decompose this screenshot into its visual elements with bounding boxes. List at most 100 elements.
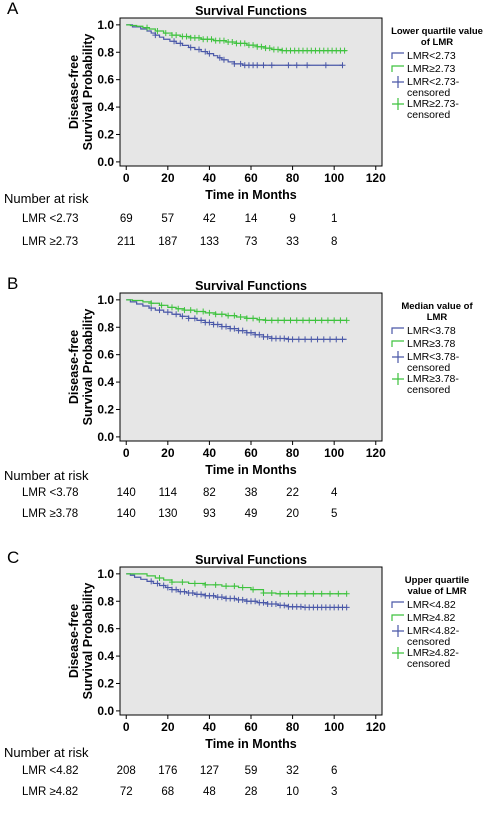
censor-mark [237, 313, 244, 320]
censor-mark [189, 590, 196, 597]
censor-mark [256, 316, 263, 323]
x-axis-label: Time in Months [205, 463, 296, 475]
legend-entry: LMR<3.78- [407, 351, 460, 363]
panel-label: A [7, 0, 19, 18]
risk-value: 114 [158, 487, 177, 499]
censor-mark [231, 312, 238, 319]
legend-line-symbol [391, 340, 404, 347]
censor-mark [210, 592, 217, 599]
censor-mark [148, 300, 155, 307]
censor-mark [225, 312, 232, 319]
censor-mark [164, 309, 171, 316]
y-axis-label: Disease-free [67, 330, 81, 404]
censor-mark [318, 590, 325, 597]
chart-title: Survival Functions [195, 279, 307, 293]
censor-mark [148, 578, 155, 585]
legend-title: Lower quartile value [391, 26, 483, 37]
y-tick-label: 0.0 [97, 155, 114, 169]
censor-mark [268, 590, 275, 597]
censor-mark [200, 308, 207, 315]
x-tick-label: 0 [123, 720, 130, 734]
censor-mark [191, 580, 198, 587]
censor-mark [231, 325, 238, 332]
censor-mark [264, 333, 271, 340]
censor-mark [171, 38, 178, 45]
censor-mark [339, 336, 346, 343]
censor-mark [275, 317, 282, 324]
legend-line-symbol [391, 52, 404, 59]
risk-value: 57 [161, 213, 175, 225]
risk-value: 33 [286, 236, 299, 248]
y-tick-label: 0.0 [97, 430, 114, 444]
censor-mark [156, 307, 163, 314]
censor-mark [302, 590, 309, 597]
legend-censor-symbol [392, 625, 404, 637]
censor-mark [266, 45, 273, 52]
censor-mark [312, 317, 319, 324]
censor-mark [173, 586, 180, 593]
risk-value: 10 [286, 786, 299, 798]
censor-mark [183, 33, 190, 40]
censor-mark [191, 315, 198, 322]
censor-mark [333, 336, 340, 343]
y-tick-label: 0.8 [97, 594, 114, 608]
y-axis-label: Survival Probability [81, 309, 95, 426]
censor-mark [196, 34, 203, 41]
risk-value: 49 [244, 508, 258, 520]
censor-mark [310, 590, 317, 597]
censor-mark [160, 582, 167, 589]
censor-mark [293, 590, 300, 597]
survival-chart-c: Survival Functions 0.0 0.2 0.4 0.6 0.8 1.0 0 20 4… [67, 553, 469, 749]
risk-row-high-label: LMR ≥2.73 [22, 236, 79, 248]
panel-label: C [7, 548, 20, 567]
risk-value: 82 [203, 487, 216, 499]
censor-mark [179, 579, 186, 586]
censor-mark [206, 319, 213, 326]
censor-mark [293, 317, 300, 324]
x-axis-label: Time in Months [205, 737, 296, 749]
censor-mark [281, 335, 288, 342]
risk-value: 69 [119, 213, 133, 225]
censor-mark [187, 307, 194, 314]
censor-mark [206, 309, 213, 316]
risk-value: 9 [289, 213, 296, 225]
censor-mark [331, 317, 338, 324]
x-tick-label: 120 [366, 446, 386, 460]
y-tick-label: 0.4 [97, 649, 114, 663]
censor-mark [216, 54, 223, 61]
censor-mark [250, 42, 257, 49]
legend-entry: LMR≥3.78 [407, 338, 456, 350]
censor-mark [220, 37, 227, 44]
censor-mark [322, 62, 329, 69]
risk-row-low-label: LMR <4.82 [22, 765, 79, 777]
y-tick-label: 0.2 [97, 676, 114, 690]
censor-mark [308, 336, 315, 343]
censor-mark [144, 24, 151, 31]
censor-mark [198, 317, 205, 324]
censor-mark [337, 317, 344, 324]
censor-mark [285, 62, 292, 69]
x-tick-label: 80 [286, 171, 300, 185]
censor-mark [168, 304, 175, 311]
chart-title: Survival Functions [195, 4, 307, 18]
risk-row-high-label: LMR ≥3.78 [22, 508, 79, 520]
censor-mark [187, 44, 194, 51]
risk-value: 8 [330, 236, 338, 248]
censor-mark [260, 599, 267, 606]
censor-mark [231, 583, 238, 590]
risk-value: 22 [286, 487, 299, 499]
censor-mark [152, 32, 159, 39]
risk-value: 32 [286, 765, 299, 777]
censor-mark [275, 46, 282, 53]
censor-mark [254, 62, 261, 69]
censor-mark [181, 588, 188, 595]
censor-mark [272, 601, 279, 607]
y-tick-label: 0.4 [97, 375, 114, 389]
risk-value: 133 [199, 236, 219, 248]
censor-mark [248, 329, 254, 336]
x-tick-label: 60 [244, 171, 258, 185]
censor-mark [250, 586, 257, 593]
legend-title: Median value of [401, 301, 473, 312]
censor-mark [281, 317, 288, 324]
censor-mark [239, 584, 246, 591]
